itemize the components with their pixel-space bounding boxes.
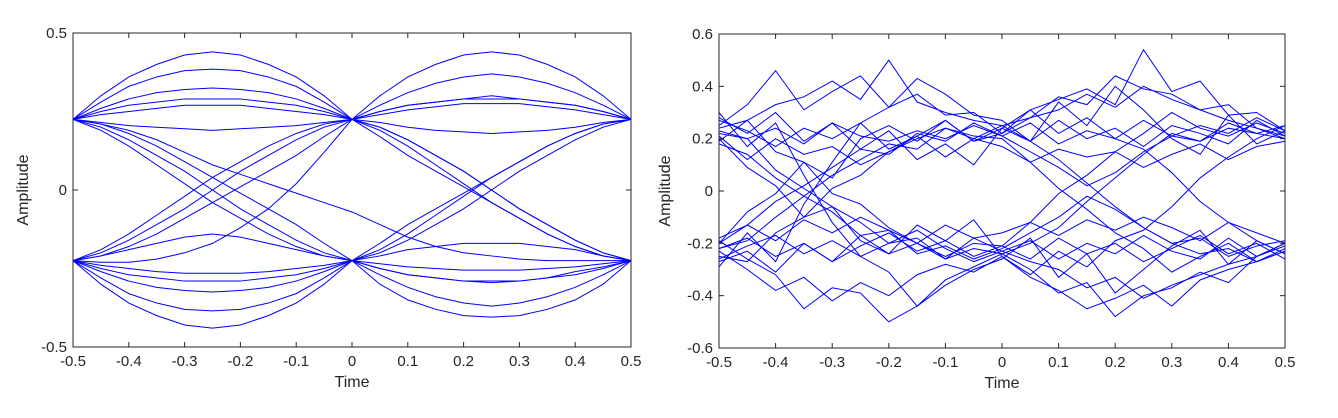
axes-frame (72, 32, 632, 348)
x-tick-label: 0.2 (1105, 354, 1126, 371)
x-tick-label: -0.1 (283, 353, 309, 370)
y-tick-label: 0.6 (692, 26, 713, 43)
y-tick-label: 0 (59, 182, 67, 199)
x-tick-label: -0.3 (819, 354, 845, 371)
trace-5 (73, 118, 631, 262)
x-tick-label: 0.4 (565, 353, 586, 370)
x-tick-label: -0.5 (60, 353, 86, 370)
eye-diagram-left: -0.5 -0.4 -0.3 -0.2 -0.1 0 0.1 0.2 0.3 0.4 0.5 -0.5… (15, 25, 641, 391)
trace-14 (719, 216, 1285, 244)
y-tick-label: -0.6 (687, 340, 713, 357)
trace-19 (719, 125, 1285, 276)
x-tick-label: -0.4 (763, 354, 789, 371)
x-tick-label: -0.4 (116, 353, 142, 370)
x-tick-label: 0.5 (621, 353, 642, 370)
x-tick-label: 0.5 (1275, 354, 1296, 371)
x-tick-label: 0.1 (1048, 354, 1069, 371)
trace-18 (719, 85, 1285, 244)
x-tick-label: -0.2 (876, 354, 902, 371)
trace-18 (73, 118, 631, 282)
y-axis-label: Amplitude (657, 155, 674, 226)
traces (719, 48, 1285, 323)
x-tick-label: -0.2 (227, 353, 253, 370)
y-tick-label: 0.4 (692, 78, 713, 95)
trace-16 (719, 117, 1285, 239)
x-tick-label: 0.2 (453, 353, 474, 370)
x-tick-label: 0 (348, 353, 356, 370)
x-tick-label: 0.3 (509, 353, 530, 370)
eye-diagram-right: -0.5 -0.4 -0.3 -0.2 -0.1 0 0.1 0.2 0.3 0.4 0.5 -0.6… (657, 26, 1295, 392)
y-tick-label: -0.2 (687, 235, 713, 252)
trace-6 (719, 143, 1285, 263)
y-tick-label: 0.2 (692, 131, 713, 148)
x-axis-label: Time (985, 375, 1020, 392)
trace-4 (719, 135, 1285, 169)
trace-19 (73, 118, 631, 263)
x-tick-label: -0.3 (172, 353, 198, 370)
x-tick-label: 0 (998, 354, 1006, 371)
x-tick-label: 0.1 (397, 353, 418, 370)
trace-11 (719, 240, 1285, 323)
trace-17 (719, 127, 1285, 273)
traces (73, 51, 631, 329)
trace-21 (719, 77, 1285, 268)
x-tick-label: 0.3 (1161, 354, 1182, 371)
x-tick-label: 0.4 (1218, 354, 1239, 371)
x-tick-label: -0.5 (706, 354, 732, 371)
y-tick-label: 0 (705, 183, 713, 200)
y-axis-label: Amplitude (15, 154, 32, 225)
y-tick-label: -0.4 (687, 288, 713, 305)
y-tick-label: 0.5 (46, 25, 67, 42)
x-axis-label: Time (335, 374, 370, 391)
x-tick-label: -0.1 (932, 354, 958, 371)
trace-9 (719, 109, 1285, 255)
y-tick-label: -0.5 (41, 339, 67, 356)
